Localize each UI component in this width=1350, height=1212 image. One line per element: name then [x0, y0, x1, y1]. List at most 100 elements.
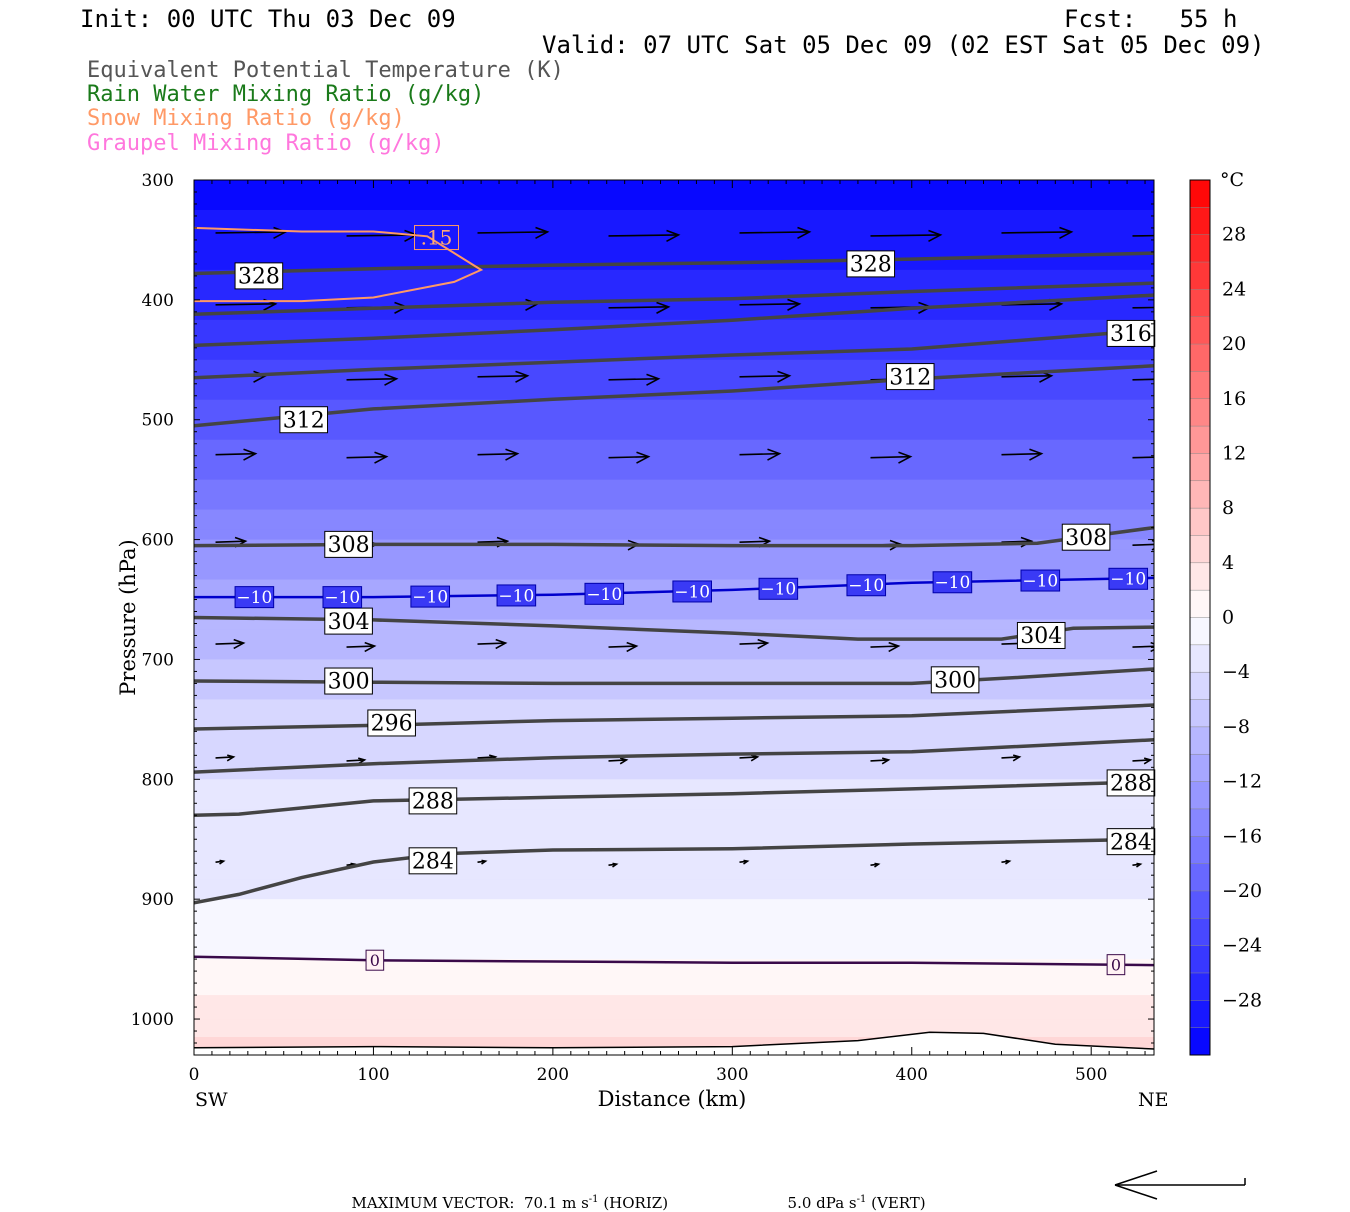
wind-vector-head [1160, 452, 1172, 463]
wind-vector [477, 756, 496, 759]
contour-label-box [324, 667, 373, 695]
temperature-band [194, 889, 1154, 900]
wind-vector-head [797, 226, 812, 240]
temperature-band [194, 529, 1154, 541]
contour-label: 304 [1020, 624, 1062, 649]
colorbar-segment [1190, 918, 1210, 947]
temperature-band [194, 219, 1154, 231]
temperature-band [194, 809, 1154, 820]
theta-e-contour [194, 779, 1154, 818]
temperature-band [194, 299, 1154, 311]
temperature-band [194, 699, 1154, 710]
contour-label-box [758, 577, 799, 600]
temperature-band [194, 509, 1154, 521]
contour-label: 312 [889, 365, 931, 390]
wind-vector [870, 234, 941, 237]
y-tick-label: 800 [142, 770, 174, 790]
temperature-band [194, 649, 1154, 661]
theta-e-contour [194, 293, 1154, 348]
wind-vector [1132, 378, 1154, 381]
temperature-band [194, 289, 1154, 301]
theta-e-contour [194, 364, 1154, 428]
temperature-band [194, 489, 1154, 501]
theta-e-contour [194, 251, 1154, 276]
colorbar-segment [1190, 234, 1210, 263]
wind-vector [739, 231, 810, 234]
colorbar-segment [1190, 453, 1210, 482]
wind-vector-head [226, 754, 236, 762]
temperature-band [194, 199, 1154, 211]
wind-vector [477, 642, 506, 645]
wind-vector-head [636, 451, 651, 464]
colorbar-segment [1190, 289, 1210, 318]
wind-vector-head [787, 298, 802, 311]
colorbar-segment [1190, 754, 1210, 783]
temperature-band [194, 269, 1154, 281]
wind-vector-head [626, 641, 639, 653]
wind-vector [477, 374, 528, 378]
temperature-band [194, 929, 1154, 940]
contour-label: −10 [1110, 570, 1146, 590]
contour-label-box [322, 586, 363, 609]
contour-label-box [584, 582, 625, 605]
wind-vector [346, 759, 365, 762]
wind-vector [477, 540, 508, 543]
wind-vector [739, 374, 790, 378]
temperature-band [194, 1015, 1154, 1020]
temperature-band [194, 859, 1154, 870]
wind-vector [870, 759, 889, 762]
wind-vector-head [515, 370, 530, 383]
temperature-band [194, 279, 1154, 291]
wind-vector [739, 756, 758, 759]
wind-vector-head [881, 757, 891, 765]
wind-vector [215, 540, 246, 543]
temperature-band [194, 977, 1154, 984]
wind-vector [215, 642, 244, 645]
freezing-level-contour [194, 955, 1154, 967]
temperature-band [194, 909, 1154, 920]
contour-label: −10 [236, 588, 272, 608]
temperature-band [194, 1031, 1154, 1038]
temperature-band [194, 379, 1154, 391]
wind-vector-head [1029, 448, 1044, 461]
temperature-band [194, 239, 1154, 251]
temperature-band [194, 339, 1154, 351]
theta-e-contour [194, 281, 1154, 316]
wind-vector [1132, 645, 1154, 648]
temperature-band [194, 919, 1154, 930]
colorbar-segment [1190, 945, 1210, 974]
wind-vector [477, 231, 548, 234]
wind-vector [1001, 374, 1052, 378]
temperature-band [194, 479, 1154, 491]
contour-label: −10 [934, 573, 970, 593]
wind-vector [1132, 234, 1154, 237]
contour-label: 328 [850, 253, 892, 278]
temperature-band [194, 995, 1154, 1000]
temperature-band [194, 349, 1154, 361]
contour-label-box [1020, 569, 1061, 592]
contour-label-box [1106, 319, 1156, 347]
wind-vector [477, 452, 518, 456]
contour-label: 296 [371, 712, 413, 737]
contour-label: −10 [498, 586, 534, 606]
colorbar-segment [1190, 863, 1210, 892]
temperature-band [194, 869, 1154, 880]
temperature-band [194, 849, 1154, 860]
wind-vector-head [219, 859, 226, 865]
temperature-band [194, 965, 1154, 972]
contour-label-box [1106, 828, 1156, 856]
temperature-band [194, 399, 1154, 411]
colorbar: °C 28 24 20 16 12 8 4 0 −4 −8 −12 −16 −20 −24 −28 [1189, 169, 1262, 1056]
colorbar-tick-label: −24 [1222, 935, 1262, 957]
wind-vector [1132, 543, 1154, 546]
x-tick-label: 300 [716, 1065, 748, 1085]
colorbar-tick-label: 24 [1222, 278, 1246, 300]
y-tick-label: 700 [142, 650, 174, 670]
colorbar-tick-label: 8 [1222, 497, 1234, 519]
temperature-band [194, 1019, 1154, 1026]
contour-label-box [408, 787, 458, 815]
x-tick-label: 500 [1075, 1065, 1107, 1085]
max-vector-label: MAXIMUM VECTOR: 70.1 m s-1 (HORIZ) [342, 1176, 669, 1212]
wind-vector-head [1143, 757, 1153, 765]
contour-label: −10 [412, 588, 448, 608]
